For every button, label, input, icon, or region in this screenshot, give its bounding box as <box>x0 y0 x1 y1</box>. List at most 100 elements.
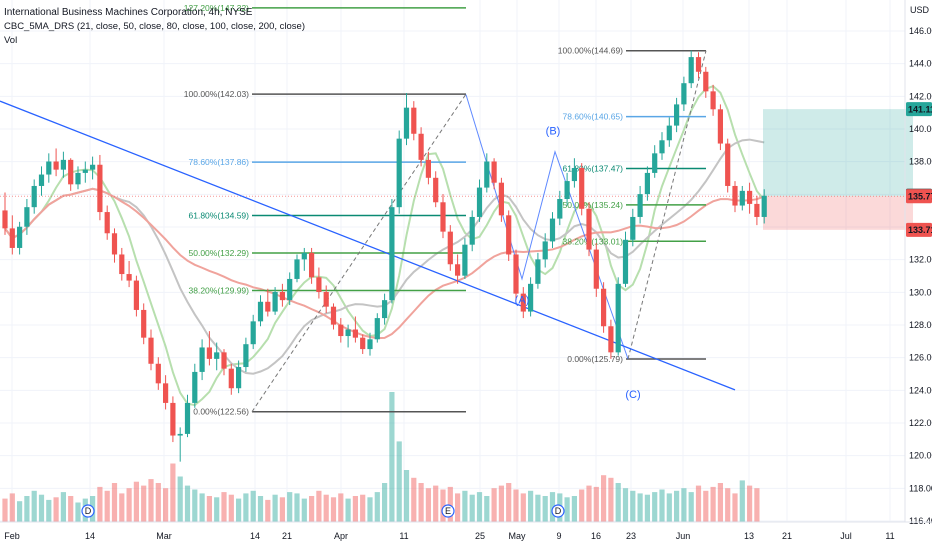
event-marker-letter: D <box>85 506 92 516</box>
candle <box>498 177 504 222</box>
candle <box>484 153 490 193</box>
candle-body <box>557 199 563 219</box>
volume-bar <box>681 488 687 522</box>
fib-level-label: 100.00%(142.03) <box>184 89 249 99</box>
volume-bar <box>710 486 716 522</box>
time-tick-label: 21 <box>282 531 292 541</box>
volume-bar <box>170 463 176 522</box>
volume-bar <box>309 496 315 522</box>
candle-body <box>498 182 504 216</box>
candle-body <box>739 190 745 206</box>
candle <box>586 202 592 257</box>
volume-bar <box>2 498 8 522</box>
volume-bar <box>440 489 446 522</box>
candle-body <box>163 383 169 403</box>
volume-bar <box>360 494 366 522</box>
candle <box>447 225 453 271</box>
candle-body <box>265 301 271 312</box>
candle <box>703 66 709 98</box>
volume-bar <box>68 496 74 522</box>
fib-level-label: 100.00%(144.69) <box>558 46 623 56</box>
candle-body <box>119 254 125 275</box>
wave-label: (C) <box>625 389 640 401</box>
candle <box>403 92 410 146</box>
candle-body <box>593 249 599 289</box>
volume-bar <box>674 490 680 522</box>
candle-body <box>374 318 380 340</box>
candle-body <box>382 300 388 319</box>
candle-body <box>287 278 293 301</box>
candle-body <box>97 164 103 213</box>
candle-body <box>31 185 37 208</box>
candle <box>272 287 278 315</box>
volume-bar <box>236 498 242 522</box>
volume-bar <box>250 490 256 522</box>
volume-bar <box>330 497 337 522</box>
fib-level-label: 0.00%(125.79) <box>567 354 623 364</box>
event-marker[interactable]: D <box>551 504 565 518</box>
volume-bar <box>316 490 322 522</box>
time-tick-label: 14 <box>250 531 260 541</box>
volume-bar <box>520 493 526 522</box>
candle-body <box>695 57 702 72</box>
candle-body <box>630 216 636 240</box>
candle <box>425 151 431 185</box>
price-tick-label: 116.40 <box>909 516 932 526</box>
candle <box>148 329 154 371</box>
price-tick-label: 132.00 <box>909 255 932 265</box>
volume-bar <box>403 470 410 522</box>
candle-body <box>601 288 607 327</box>
candle <box>418 127 424 167</box>
volume-bar <box>396 441 402 522</box>
event-marker[interactable]: D <box>81 504 95 518</box>
candle <box>601 282 607 333</box>
candle-body <box>360 337 366 350</box>
candle <box>739 185 745 211</box>
event-marker-letter: D <box>555 506 562 516</box>
candle <box>97 154 103 221</box>
volume-bar <box>104 490 110 522</box>
time-axis[interactable]: Feb 14 Mar 14 21 Apr 11 25 May 9 16 23 Jun 13 21 Jul 11 <box>0 521 932 541</box>
volume-bar <box>484 496 490 522</box>
candle <box>608 319 614 359</box>
volume-bar <box>455 493 461 522</box>
event-marker[interactable]: E <box>441 504 455 518</box>
candle-body <box>447 231 453 265</box>
candle-body <box>411 107 417 134</box>
candle-body <box>111 233 118 255</box>
volume-bar <box>476 492 483 522</box>
candle <box>352 316 358 343</box>
volume-bar <box>433 485 439 522</box>
candle <box>747 182 753 214</box>
candle-body <box>681 83 687 105</box>
candle <box>184 394 191 438</box>
candle <box>382 293 388 325</box>
volume-bar <box>352 496 358 522</box>
candle-body <box>272 291 278 312</box>
candle-body <box>747 190 753 204</box>
volume-bar <box>703 490 709 522</box>
candle-body <box>316 277 322 292</box>
price-axis[interactable]: USD146.00144.00142.00140.00138.00136.001… <box>904 0 932 526</box>
candle <box>265 288 271 317</box>
candle <box>279 283 285 307</box>
candle-body <box>666 125 672 141</box>
candle-body <box>462 244 468 276</box>
candle-body <box>192 371 198 403</box>
candle-body <box>309 252 315 278</box>
position-tool[interactable] <box>0 109 913 230</box>
volume-bar <box>637 493 643 522</box>
candle-body <box>564 181 570 200</box>
fib-level-label: 78.60%(137.86) <box>189 157 250 167</box>
candle-body <box>703 71 709 92</box>
time-tick-label: Jul <box>840 531 852 541</box>
volume-bar <box>725 488 731 522</box>
volume-bar <box>652 492 658 522</box>
candle <box>199 339 205 381</box>
candle-body <box>542 241 548 260</box>
volume-bar <box>622 488 629 522</box>
candle-body <box>425 159 431 178</box>
candle-body <box>228 368 234 389</box>
